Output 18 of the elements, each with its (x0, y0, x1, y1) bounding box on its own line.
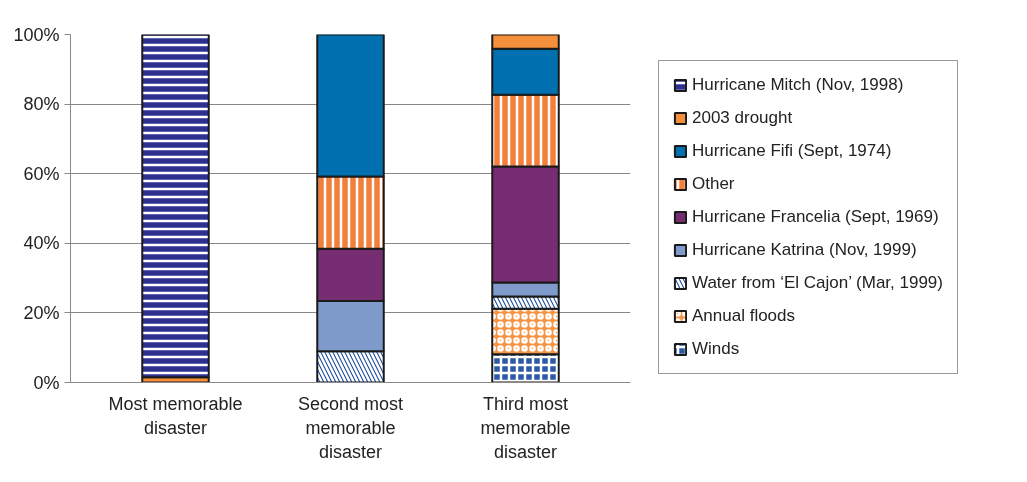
x-tick-label: Second most memorable disaster (297, 393, 404, 462)
legend-label: Winds (692, 339, 740, 359)
legend-label: Hurricane Fifi (Sept, 1974) (692, 141, 892, 161)
legend-label: Annual floods (692, 306, 796, 326)
y-tick-label: 60% (23, 163, 60, 184)
legend-label: Other (692, 174, 735, 194)
x-tick-label: Most memorable disaster (108, 393, 243, 438)
y-tick-label: 0% (33, 372, 60, 393)
legend-label: Hurricane Francelia (Sept, 1969) (692, 207, 939, 227)
y-tick-label: 40% (23, 233, 60, 254)
legend-label: Hurricane Mitch (Nov, 1998) (692, 75, 904, 95)
y-tick-label: 20% (23, 302, 60, 323)
y-tick-label: 80% (23, 94, 60, 115)
legend-label: 2003 drought (692, 108, 793, 128)
x-tick-label: Third most memorable disaster (480, 393, 571, 462)
legend-label: Water from ‘El Cajon’ (Mar, 1999) (692, 273, 943, 293)
y-tick-label: 100% (13, 24, 60, 45)
legend-label: Hurricane Katrina (Nov, 1999) (692, 240, 917, 260)
